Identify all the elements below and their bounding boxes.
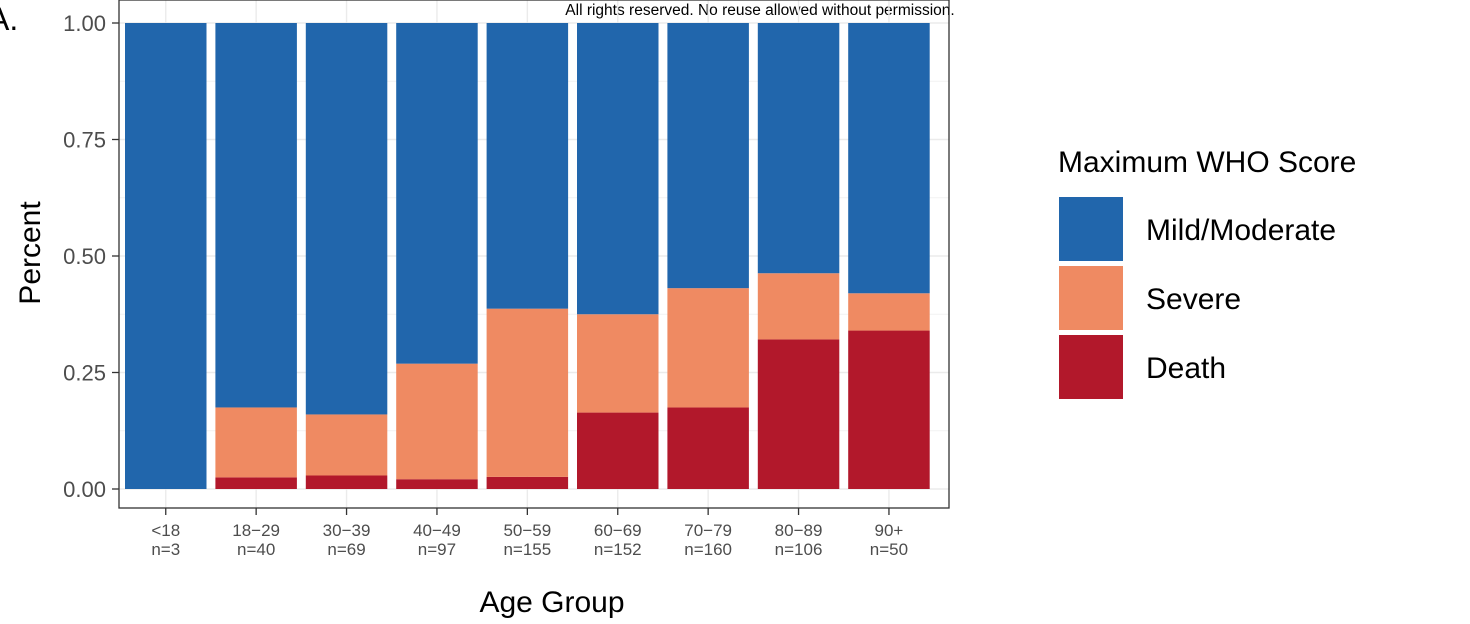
x-tick-count-label: n=106 <box>775 540 823 559</box>
legend-label-severe: Severe <box>1146 283 1241 316</box>
legend: Mild/Moderate Severe Death <box>1059 197 1336 399</box>
legend-label-death: Death <box>1146 352 1226 385</box>
legend-label-mild-moderate: Mild/Moderate <box>1146 214 1336 247</box>
x-tick-label: 50−59 <box>503 521 551 540</box>
plot-panel-border <box>118 0 950 509</box>
x-tick-count-label: n=3 <box>151 540 180 559</box>
bar-mild-moderate <box>215 23 297 408</box>
bar-death <box>305 475 388 489</box>
x-tick-count-label: n=40 <box>237 540 275 559</box>
legend-swatch-mild-moderate <box>1059 197 1123 261</box>
bar-severe <box>667 288 749 408</box>
bar-mild-moderate <box>577 23 659 315</box>
bar-death <box>848 330 930 489</box>
bar-mild-moderate <box>667 23 749 289</box>
bar-mild-moderate <box>757 23 840 274</box>
bar-severe <box>577 314 659 413</box>
bars <box>125 23 930 489</box>
x-tick-label: 60−69 <box>594 521 642 540</box>
x-tick-count-label: n=152 <box>594 540 642 559</box>
bar-death <box>215 477 297 489</box>
legend-swatch-severe <box>1059 266 1123 330</box>
x-tick-count-label: n=50 <box>870 540 908 559</box>
bar-mild-moderate <box>486 23 569 309</box>
bar-severe <box>757 273 840 340</box>
x-tick-label: 30−39 <box>323 521 371 540</box>
x-axis-title: Age Group <box>479 586 624 619</box>
bar-mild-moderate <box>396 23 478 364</box>
bar-death <box>396 479 478 489</box>
x-tick-count-label: n=69 <box>327 540 365 559</box>
bar-death <box>757 339 840 489</box>
bar-severe <box>396 363 478 480</box>
bar-severe <box>486 308 569 477</box>
y-tick-label: 0.50 <box>63 244 106 269</box>
x-tick-label: 70−79 <box>684 521 732 540</box>
bar-death <box>667 407 749 489</box>
x-tick-label: 90+ <box>875 521 904 540</box>
bar-severe <box>305 414 388 476</box>
y-tick-label: 1.00 <box>63 11 106 36</box>
y-axis-title: Percent <box>14 201 47 305</box>
x-axis: <18n=318−29n=4030−39n=6940−49n=9750−59n=… <box>151 508 908 559</box>
x-tick-label: 40−49 <box>413 521 461 540</box>
y-tick-label: 0.00 <box>63 477 106 502</box>
bar-mild-moderate <box>305 23 388 415</box>
bar-death <box>486 476 569 489</box>
panel-label: A. <box>0 1 18 37</box>
y-axis: 0.00 0.25 0.50 0.75 1.00 <box>63 11 119 502</box>
bar-mild-moderate <box>125 23 207 489</box>
x-tick-count-label: n=97 <box>418 540 456 559</box>
x-tick-count-label: n=155 <box>503 540 551 559</box>
y-tick-label: 0.25 <box>63 361 106 386</box>
bar-severe <box>848 293 930 331</box>
legend-title: Maximum WHO Score <box>1058 146 1356 179</box>
legend-swatch-death <box>1059 335 1123 399</box>
bar-mild-moderate <box>848 23 930 294</box>
x-tick-label: 80−89 <box>775 521 823 540</box>
x-tick-label: <18 <box>151 521 180 540</box>
x-tick-count-label: n=160 <box>684 540 732 559</box>
y-tick-label: 0.75 <box>63 128 106 153</box>
x-tick-label: 18−29 <box>232 521 280 540</box>
copyright-notice: All rights reserved. No reuse allowed wi… <box>565 2 954 19</box>
bar-severe <box>215 407 297 478</box>
bar-death <box>577 412 659 489</box>
